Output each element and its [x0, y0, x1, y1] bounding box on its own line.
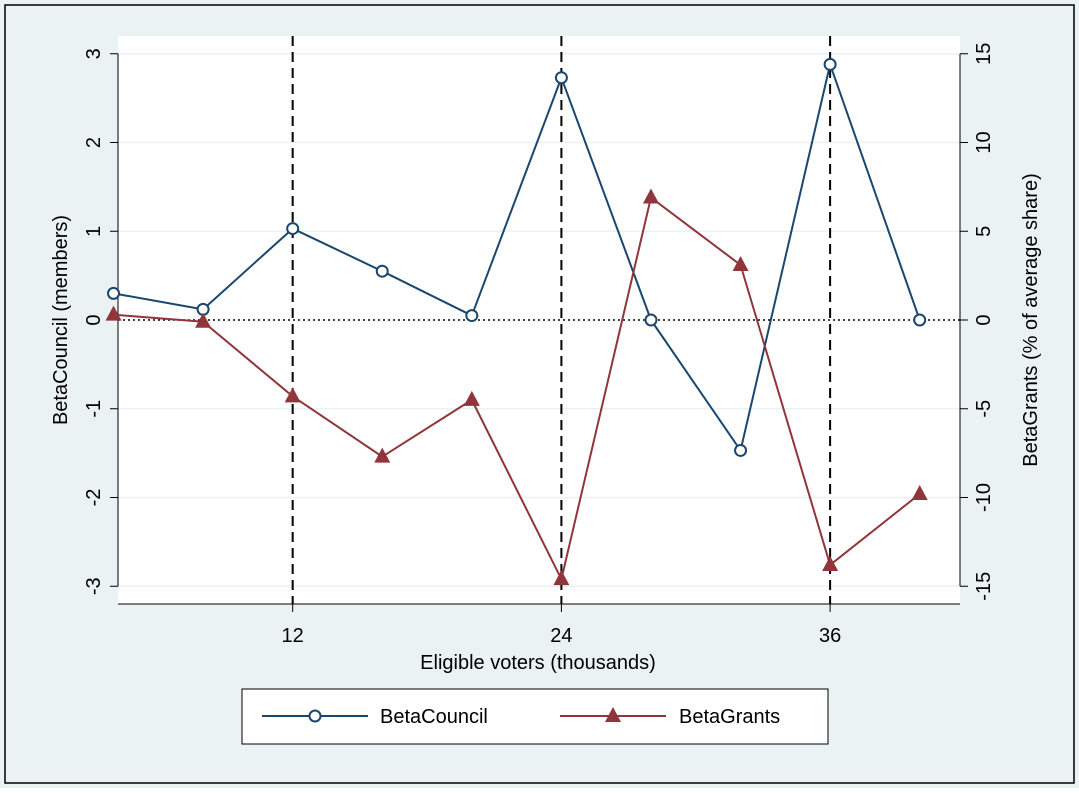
legend-label-betacouncil: BetaCouncil — [380, 706, 488, 728]
data-point-betacouncil — [823, 57, 837, 71]
y-left-axis-title: BetaCouncil (members) — [50, 215, 72, 425]
data-point-betagrants — [105, 305, 122, 321]
x-tick-label: 12 — [282, 625, 304, 647]
series-line-betacouncil — [113, 63, 921, 452]
y-left-tick-label: -2 — [83, 489, 105, 507]
y-right-tick-label: -10 — [973, 483, 995, 512]
legend-marker-betacouncil — [308, 709, 322, 723]
data-point-betacouncil — [465, 309, 479, 323]
data-point-betacouncil — [107, 286, 121, 300]
y-right-tick-label: 0 — [973, 314, 995, 325]
data-point-betagrants — [642, 188, 659, 204]
y-right-axis-title: BetaGrants (% of average share) — [1020, 173, 1042, 466]
data-point-betacouncil — [913, 313, 927, 327]
reference-lines — [118, 36, 960, 604]
series-layer — [105, 57, 928, 586]
data-point-betacouncil — [375, 264, 389, 278]
data-point-betagrants — [284, 387, 301, 403]
y-left-tick-label: 0 — [83, 314, 105, 325]
data-point-betacouncil — [734, 443, 748, 457]
x-tick-label: 36 — [819, 625, 841, 647]
y-left-tick-label: -3 — [83, 577, 105, 595]
y-left-tick-label: 2 — [83, 137, 105, 148]
y-right-tick-label: -15 — [973, 572, 995, 601]
data-point-betacouncil — [554, 71, 568, 85]
y-right-tick-label: 10 — [973, 131, 995, 153]
data-point-betagrants — [822, 555, 839, 571]
y-left-tick-label: 1 — [83, 226, 105, 237]
x-tick-label: 24 — [550, 625, 572, 647]
data-point-betagrants — [553, 570, 570, 586]
data-point-betagrants — [732, 255, 749, 271]
legend-label-betagrants: BetaGrants — [679, 706, 780, 728]
data-point-betacouncil — [286, 222, 300, 236]
outer-border — [4, 4, 1075, 784]
data-point-betagrants — [911, 484, 928, 500]
data-point-betacouncil — [644, 313, 658, 327]
x-axis-title: Eligible voters (thousands) — [420, 652, 656, 674]
legend-marker-betagrants — [605, 707, 621, 722]
y-right-tick-label: 5 — [973, 226, 995, 237]
gridlines — [118, 53, 960, 587]
data-point-betagrants — [195, 312, 212, 328]
y-left-tick-label: 3 — [83, 48, 105, 59]
y-right-tick-label: -5 — [973, 400, 995, 418]
y-right-tick-label: 15 — [973, 43, 995, 65]
legend: BetaCouncil BetaGrants — [241, 688, 829, 745]
data-point-betagrants — [374, 447, 391, 463]
data-point-betagrants — [463, 390, 480, 406]
series-line-betagrants — [113, 196, 921, 581]
y-left-tick-label: -1 — [83, 400, 105, 418]
